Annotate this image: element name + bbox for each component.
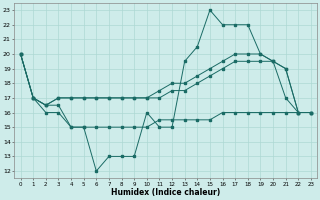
X-axis label: Humidex (Indice chaleur): Humidex (Indice chaleur) [111, 188, 220, 197]
